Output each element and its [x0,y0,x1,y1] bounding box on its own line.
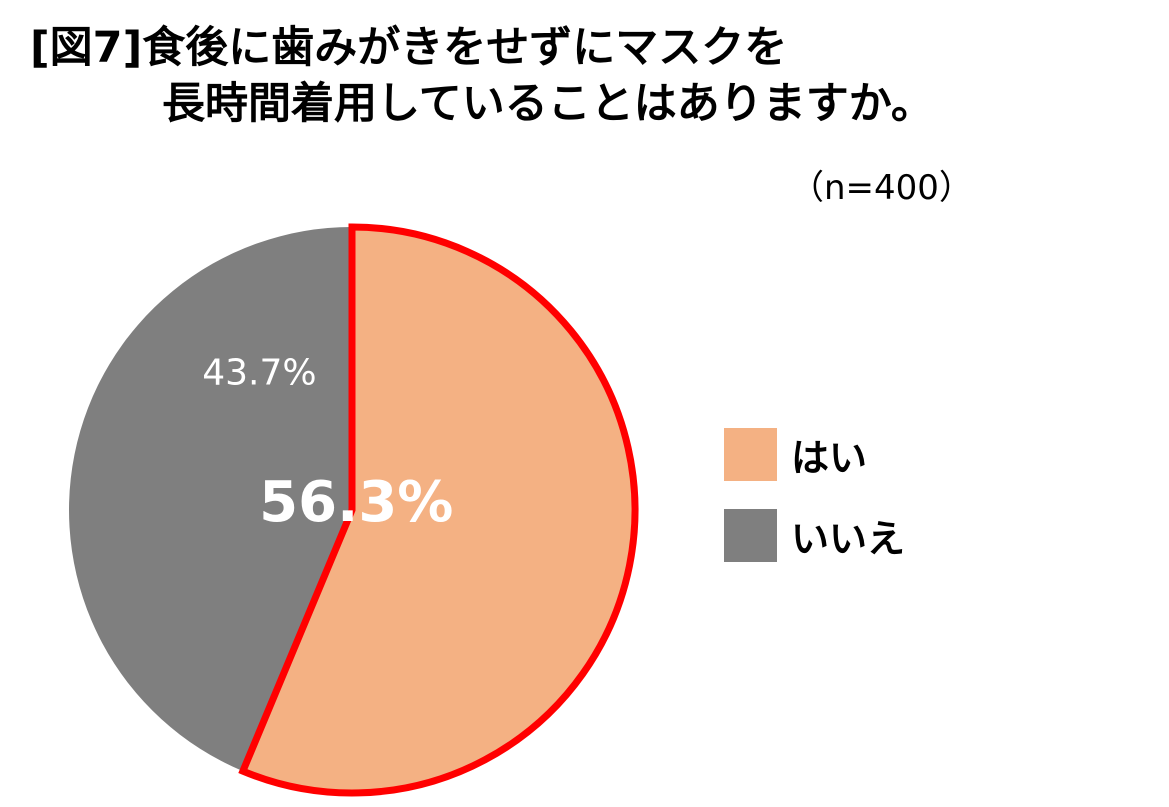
legend-label-yes: はい [791,436,868,480]
pie-slice-yes [238,223,639,797]
title-line-2: 長時間着用していることはありますか。 [162,79,934,129]
legend-item-no: いいえ [724,509,905,562]
legend-item-yes: はい [724,428,905,481]
legend-swatch-yes [724,428,777,481]
legend: はい いいえ [724,428,905,590]
chart-title: [図7]食後に歯みがきをせずにマスクを 長時間着用していることはありますか。 [30,20,934,132]
title-line-1: [図7]食後に歯みがきをせずにマスクを [30,23,788,73]
legend-swatch-no [724,509,777,562]
pie-slice-no [68,227,352,772]
slice-label-no: 43.7% [202,352,316,393]
sample-size: （n=400） [790,168,973,208]
legend-label-no: いいえ [791,517,906,561]
slice-label-yes: 56.3% [259,470,453,535]
